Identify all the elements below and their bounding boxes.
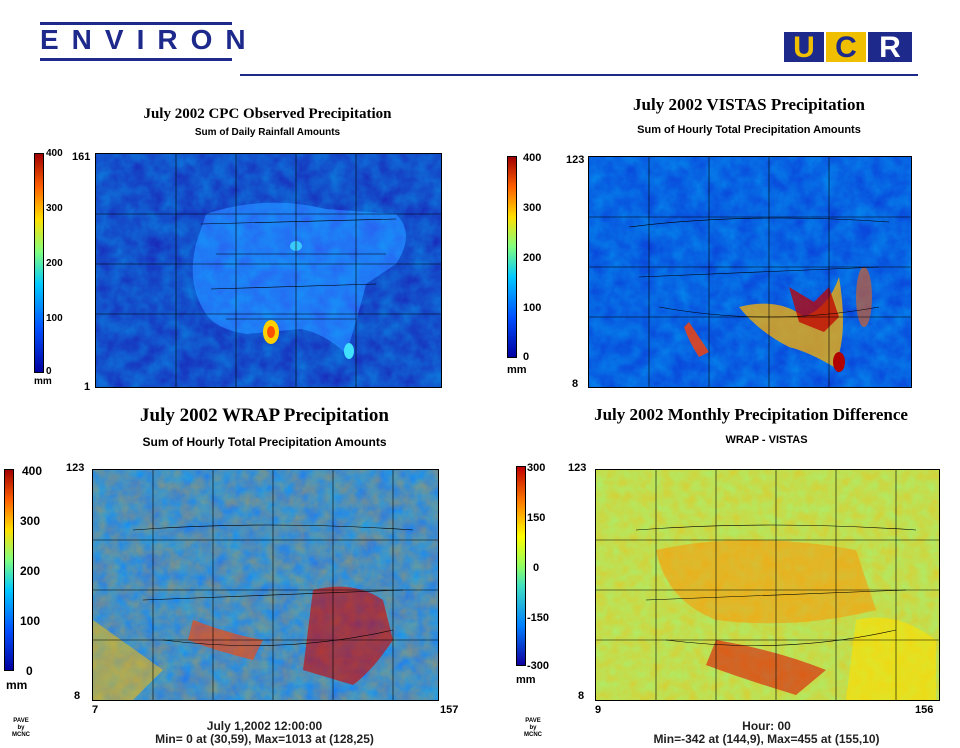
p4-title: July 2002 Monthly Precipitation Differen…: [594, 405, 908, 424]
p4-scale-tick: -300: [527, 660, 550, 672]
p2-scale-tick: 0: [523, 351, 530, 363]
p2-scale-tick: 400: [523, 152, 542, 164]
p1-y-bottom: 1: [84, 381, 91, 393]
p1-scale-tick: 0: [46, 366, 52, 377]
p4-y-bottom: 8: [578, 690, 585, 702]
p1-scale-tick: 300: [46, 203, 63, 214]
p4-scale-tick: 150: [527, 512, 546, 524]
p4-scale-unit: mm: [516, 674, 536, 686]
p3-scale-unit: mm: [6, 678, 28, 692]
p1-y-top: 161: [72, 151, 91, 163]
p3-caption-minmax: Min= 0 at (30,59), Max=1013 at (128,25): [155, 732, 374, 746]
ucr-logo: U C R: [780, 28, 916, 64]
p2-subtitle: Sum of Hourly Total Precipitation Amount…: [637, 124, 861, 136]
p4-subtitle: WRAP - VISTAS: [725, 434, 808, 446]
p4-scale-tick: 300: [527, 462, 546, 474]
p3-y-top: 123: [66, 462, 85, 474]
p3-x-left: 7: [92, 704, 99, 716]
p2-y-bottom: 8: [572, 378, 579, 390]
p1-precip-map: [95, 153, 442, 388]
p3-subtitle: Sum of Hourly Total Precipitation Amount…: [142, 435, 387, 449]
p4-pave-credit: PAVE by MCNC: [524, 718, 542, 738]
p3-caption-date: July 1,2002 12:00:00: [206, 719, 323, 733]
svg-text:R: R: [879, 31, 901, 64]
p3-pave-credit: PAVE by MCNC: [12, 718, 30, 738]
p2-scale-tick: 300: [523, 202, 542, 214]
p1-scale-tick: 100: [46, 313, 63, 324]
p4-x-left: 9: [595, 704, 602, 716]
p1-title: July 2002 CPC Observed Precipitation: [143, 106, 392, 122]
p3-title: July 2002 WRAP Precipitation: [140, 405, 389, 426]
p2-scale-tick: 200: [523, 252, 542, 264]
svg-text:C: C: [835, 31, 857, 64]
p4-difference-map: [595, 469, 940, 701]
p1-scale-tick: 400: [46, 148, 63, 159]
p3-precip-map: [92, 469, 439, 701]
environ-logo: ENVIRON: [40, 24, 259, 55]
p3-y-bottom: 8: [74, 690, 81, 702]
p4-caption-minmax: Min=-342 at (144,9), Max=455 at (155,10): [653, 732, 880, 746]
p2-precip-map: [588, 156, 912, 388]
p1-scale-unit: mm: [34, 376, 52, 387]
p2-color-scale: [507, 156, 517, 358]
p4-caption-hour: Hour: 00: [742, 719, 791, 733]
p2-title: July 2002 VISTAS Precipitation: [633, 95, 865, 114]
p1-scale-tick: 200: [46, 258, 63, 269]
p1-color-scale: [34, 153, 44, 373]
p3-scale-tick: 200: [20, 564, 41, 578]
p3-x-right: 157: [440, 704, 459, 716]
header-rule: [240, 74, 918, 76]
svg-text:U: U: [793, 31, 815, 64]
p1-subtitle: Sum of Daily Rainfall Amounts: [194, 127, 341, 138]
environ-logo-top-bar: [40, 22, 232, 25]
environ-logo-bottom-bar: [40, 58, 232, 61]
p2-scale-tick: 100: [523, 302, 542, 314]
p4-x-right: 156: [915, 704, 934, 716]
p3-scale-tick: 300: [20, 514, 41, 528]
p4-y-top: 123: [568, 462, 587, 474]
p2-scale-unit: mm: [507, 364, 527, 376]
p4-scale-tick: -150: [527, 612, 550, 624]
p3-color-scale: [4, 469, 14, 671]
p3-scale-tick: 100: [20, 614, 41, 628]
p3-scale-tick: 400: [22, 464, 43, 478]
p2-y-top: 123: [566, 154, 585, 166]
p4-scale-tick: 0: [533, 562, 540, 574]
p3-scale-tick: 0: [26, 664, 33, 678]
p4-color-scale: [516, 466, 526, 666]
